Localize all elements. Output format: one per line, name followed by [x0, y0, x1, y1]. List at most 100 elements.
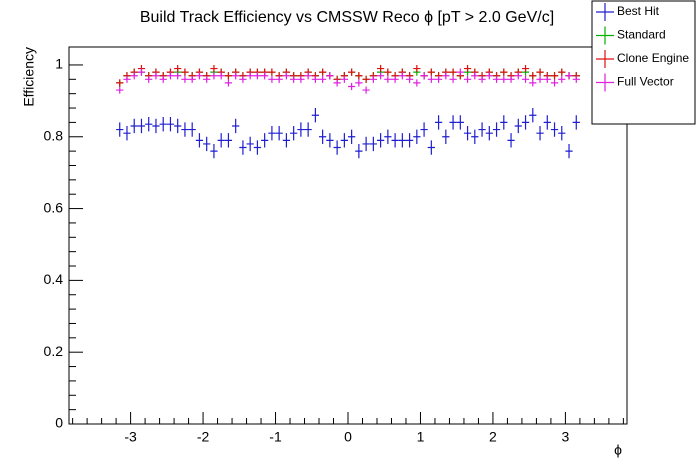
- error-bar: [391, 133, 399, 148]
- error-bar: [333, 79, 341, 87]
- error-bar: [159, 117, 167, 132]
- error-bar: [130, 118, 138, 134]
- error-bar: [550, 72, 559, 80]
- error-bar: [558, 75, 566, 83]
- error-bar: [181, 75, 189, 83]
- error-bar: [449, 75, 457, 83]
- error-bar: [159, 75, 167, 83]
- error-bar: [145, 117, 153, 132]
- error-bar: [290, 125, 298, 141]
- legend-label: Full Vector: [617, 75, 674, 89]
- error-bar: [492, 75, 501, 83]
- error-bar: [543, 115, 551, 130]
- error-bar: [521, 75, 530, 83]
- error-bar: [282, 72, 291, 80]
- error-bar: [166, 72, 175, 80]
- error-bar: [536, 125, 544, 141]
- error-bar: [348, 82, 356, 91]
- error-bar: [217, 72, 225, 80]
- error-bar: [116, 79, 124, 87]
- error-bar: [427, 140, 435, 155]
- error-bar: [275, 125, 283, 141]
- error-bar: [123, 75, 131, 83]
- error-bar: [319, 68, 327, 76]
- error-bar: [565, 72, 573, 80]
- error-bar: [275, 75, 283, 83]
- error-bar: [463, 75, 472, 83]
- error-bar: [456, 115, 464, 130]
- error-bar: [188, 122, 196, 137]
- error-bar: [536, 75, 544, 83]
- error-bar: [137, 68, 146, 76]
- error-bar: [232, 72, 240, 80]
- error-bar: [514, 72, 522, 80]
- error-bar: [558, 125, 566, 141]
- error-bar: [355, 143, 363, 159]
- x-tick-label: 3: [562, 429, 570, 445]
- error-bar: [130, 72, 138, 80]
- error-bar: [326, 72, 334, 80]
- error-bar: [391, 75, 399, 83]
- error-bar: [181, 68, 189, 76]
- error-bar: [145, 75, 153, 83]
- x-tick-label: 0: [344, 429, 352, 445]
- error-bar: [413, 129, 421, 144]
- error-bar: [572, 115, 580, 130]
- error-bar: [550, 79, 559, 87]
- x-tick-label: 2: [489, 429, 497, 445]
- error-bar: [449, 115, 457, 130]
- error-bar: [348, 68, 356, 76]
- error-bar: [442, 72, 450, 80]
- error-bar: [340, 75, 348, 83]
- error-bar: [217, 133, 225, 148]
- error-bar: [362, 86, 370, 94]
- error-bar: [174, 118, 182, 134]
- error-bar: [369, 75, 377, 83]
- error-bar: [521, 64, 530, 73]
- error-bar: [413, 64, 421, 73]
- error-bar: [268, 125, 276, 141]
- error-bar: [558, 68, 566, 76]
- error-bar: [253, 140, 262, 155]
- legend-marker: [596, 73, 614, 92]
- error-bar: [478, 75, 486, 83]
- chart-title: Build Track Efficiency vs CMSSW Reco ϕ […: [140, 9, 554, 26]
- legend-label: Standard: [617, 28, 666, 42]
- error-bar: [485, 125, 493, 141]
- error-bar: [333, 140, 341, 155]
- error-bar: [166, 117, 175, 132]
- error-bar: [348, 129, 356, 144]
- error-bar: [319, 129, 327, 144]
- error-bar: [463, 64, 472, 73]
- error-bar: [311, 75, 320, 83]
- error-bar: [536, 68, 544, 76]
- error-bar: [384, 75, 392, 83]
- error-bar: [550, 122, 559, 137]
- error-bar: [376, 133, 385, 148]
- error-bar: [123, 125, 131, 141]
- error-bar: [521, 115, 530, 130]
- error-bar: [398, 72, 406, 80]
- y-tick-label: 0.6: [44, 199, 64, 215]
- error-bar: [405, 133, 414, 148]
- error-bar: [116, 86, 124, 94]
- legend-label: Best Hit: [617, 4, 660, 18]
- error-bar: [311, 108, 320, 123]
- legend-marker: [596, 26, 614, 45]
- error-bar: [384, 68, 392, 76]
- error-bar: [449, 68, 457, 76]
- error-bar: [224, 133, 233, 148]
- error-bar: [471, 72, 479, 80]
- error-bar: [485, 72, 493, 80]
- error-bar: [224, 72, 233, 80]
- error-bar: [195, 133, 204, 148]
- error-bar: [203, 75, 211, 83]
- error-bar: [405, 75, 414, 83]
- error-bar: [507, 75, 515, 83]
- error-bar: [376, 72, 385, 80]
- y-tick-label: 0.4: [44, 271, 64, 287]
- legend-marker: [596, 3, 614, 21]
- error-bar: [210, 72, 218, 80]
- error-bar: [304, 122, 312, 137]
